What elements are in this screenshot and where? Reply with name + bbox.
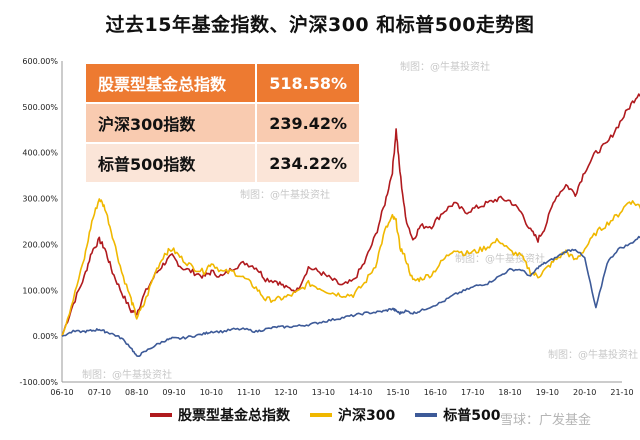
y-tick-label: 0.00% bbox=[33, 332, 59, 341]
legend-label: 沪深300 bbox=[338, 408, 396, 424]
y-tick-label: 200.00% bbox=[22, 240, 58, 249]
watermark-text: 制图：@牛基投资社 bbox=[240, 188, 330, 201]
x-tick-label: 19-10 bbox=[536, 388, 559, 397]
summary-name: 沪深300指数 bbox=[83, 102, 258, 144]
x-tick-label: 15-10 bbox=[386, 388, 409, 397]
x-tick-label: 12-10 bbox=[274, 388, 297, 397]
legend-item-hs300: 沪深300 bbox=[310, 405, 395, 425]
chart-title: 过去15年基金指数、沪深300 和标普500走势图 bbox=[105, 14, 535, 36]
summary-name: 标普500指数 bbox=[83, 142, 258, 184]
legend-item-fund-index: 股票型基金总指数 bbox=[150, 405, 290, 425]
footer-credit: 雪球：广发基金 bbox=[500, 413, 592, 428]
x-tick-label: 10-10 bbox=[200, 388, 223, 397]
x-tick-label: 17-10 bbox=[461, 388, 484, 397]
legend-label: 股票型基金总指数 bbox=[178, 408, 290, 424]
summary-row-sp500: 标普500指数 234.22% bbox=[83, 142, 361, 184]
x-tick-label: 07-10 bbox=[88, 388, 111, 397]
legend-label: 标普500 bbox=[443, 408, 501, 424]
legend-item-sp500: 标普500 bbox=[415, 405, 500, 425]
x-tick-label: 16-10 bbox=[424, 388, 447, 397]
summary-table: 股票型基金总指数 518.58% 沪深300指数 239.42% 标普500指数… bbox=[83, 62, 361, 184]
series-line-hs300 bbox=[61, 198, 640, 337]
x-tick-label: 06-10 bbox=[50, 388, 73, 397]
x-tick-label: 21-10 bbox=[610, 388, 633, 397]
y-tick-label: 100.00% bbox=[22, 286, 58, 295]
summary-name: 股票型基金总指数 bbox=[83, 62, 258, 104]
summary-row-hs300: 沪深300指数 239.42% bbox=[83, 102, 361, 144]
series-line-fund-index bbox=[61, 93, 640, 337]
watermark-text: 制图：@牛基投资社 bbox=[400, 60, 490, 73]
watermark-text: 制图：@牛基投资社 bbox=[548, 348, 638, 361]
x-tick-label: 13-10 bbox=[312, 388, 335, 397]
y-tick-label: 500.00% bbox=[22, 103, 58, 112]
x-tick-label: 20-10 bbox=[573, 388, 596, 397]
legend-swatch bbox=[415, 413, 438, 417]
series-line-sp500 bbox=[61, 235, 640, 357]
legend-swatch bbox=[150, 413, 172, 417]
y-tick-label: -100.00% bbox=[20, 378, 59, 387]
y-tick-label: 400.00% bbox=[22, 149, 58, 158]
legend-swatch bbox=[310, 413, 332, 417]
summary-value: 518.58% bbox=[255, 62, 361, 104]
summary-row-fund-index: 股票型基金总指数 518.58% bbox=[83, 62, 361, 104]
chart-legend: 股票型基金总指数 沪深300 标普500 bbox=[150, 405, 520, 425]
x-tick-label: 09-10 bbox=[162, 388, 185, 397]
summary-value: 234.22% bbox=[255, 142, 361, 184]
x-tick-label: 14-10 bbox=[349, 388, 372, 397]
y-tick-label: 300.00% bbox=[22, 195, 58, 204]
x-tick-label: 08-10 bbox=[125, 388, 148, 397]
x-tick-label: 11-10 bbox=[237, 388, 260, 397]
watermark-text: 制图：@牛基投资社 bbox=[82, 368, 172, 381]
y-tick-label: 600.00% bbox=[22, 57, 58, 66]
summary-value: 239.42% bbox=[255, 102, 361, 144]
x-tick-label: 18-10 bbox=[498, 388, 521, 397]
